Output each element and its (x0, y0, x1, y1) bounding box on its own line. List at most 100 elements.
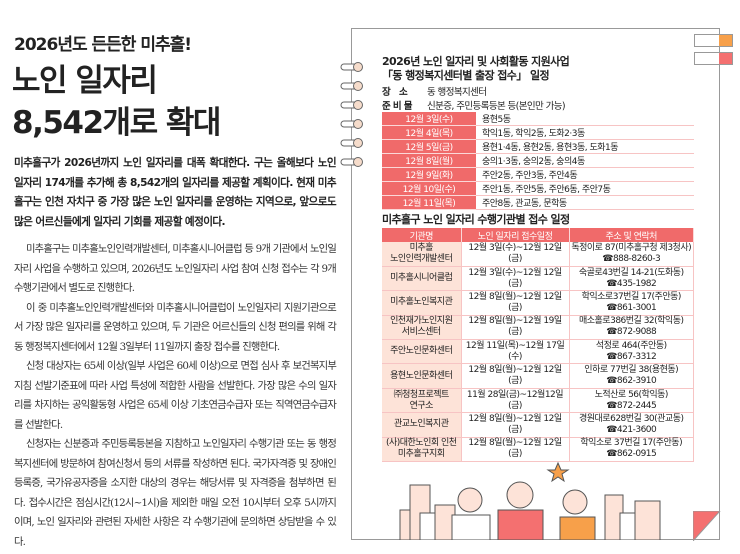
agency-address: 석정로 464(주안동) (595, 340, 667, 351)
agency-phone: ☎421-3600 (606, 424, 657, 435)
agency-name: 인천재가노인지원 서비스센터 (382, 315, 462, 341)
panel-title-line1: 2026년 노인 일자리 및 사회활동 지원사업 (382, 55, 570, 68)
schedule-date: 12월 11일(목) (382, 195, 476, 210)
agency-name-line1: 미추홀노인복지관 (390, 297, 453, 308)
agency-name-line1: 미추홀 (409, 242, 434, 253)
schedule-date: 12월 5일(금) (382, 139, 476, 154)
headline: 노인 일자리 8,542개로 확대 (12, 60, 221, 144)
schedule-row: 12월 9일(화) 주안2동, 주안3동, 주안4동 (382, 167, 694, 182)
agency-name: 관교노인복지관 (382, 412, 462, 438)
dong-schedule-table: 12월 3일(수) 용현5동 12월 4일(목) 학익1동, 학익2동, 도화2·3동… (382, 112, 694, 210)
agency-row: 미추홀시니어클럽 12월 3일(수)~12월 12일(금) 숙골로43번길 14-2… (382, 266, 694, 292)
headline-line1: 노인 일자리 (12, 63, 158, 99)
schedule-row: 12월 11일(목) 주안8동, 관교동, 문학동 (382, 195, 694, 210)
agency-contact: 숙골로43번길 14-21(도화동) ☎435-1982 (569, 266, 694, 292)
agency-name-line1: 용현노인문화센터 (390, 370, 453, 381)
binder-ring-icon (340, 76, 364, 91)
agency-phone: ☎867-3312 (606, 351, 657, 362)
agency-row: 관교노인복지관 12월 8일(월)~12월 12일(금) 경원대로628번길 30(… (382, 412, 694, 438)
agency-row: 인천재가노인지원 서비스센터 12월 8일(월)~12월 19일(금) 매소홀로386… (382, 315, 694, 341)
agency-phone: ☎872-2445 (606, 400, 657, 411)
place-value: 동 행정복지센터 (427, 87, 487, 98)
agency-address: 매소홀로386번길 32(학익동) (578, 316, 684, 327)
agency-contact: 학익소로 37번길 17(주안동) ☎862-0915 (569, 437, 694, 463)
agency-name-line1: 주안노인문화센터 (390, 346, 453, 357)
schedule-dongs: 학익1동, 학익2동, 도화2·3동 (476, 125, 694, 140)
body-paragraph: 신청자는 신분증과 주민등록등본을 지참하고 노인일자리 수행기관 또는 동 행… (14, 438, 337, 548)
agency-table-title: 미추홀구 노인 일자리 수행기관별 접수 일정 (382, 213, 570, 226)
agency-address: 인하로 77번길 38(용현동) (584, 365, 679, 376)
seniors-illustration (399, 461, 661, 540)
schedule-row: 12월 8일(월) 숭의1·3동, 숭의2동, 숭의4동 (382, 153, 694, 168)
agency-address: 경원대로628번길 30(관교동) (578, 413, 684, 424)
prep-label: 준 비 물 (382, 101, 412, 112)
agency-period: 12월 8일(월)~12월 12일(금) (461, 412, 570, 438)
body-paragraph: 미추홀구는 미추홀노인인력개발센터, 미추홀시니어클럽 등 9개 기관에서 노인… (14, 243, 337, 294)
schedule-date: 12월 8일(월) (382, 153, 476, 168)
agency-period: 12월 3일(수)~12월 12일(금) (461, 266, 570, 292)
agency-row: 용현노인문화센터 12월 8일(월)~12월 12일(금) 인하로 77번길 38(… (382, 363, 694, 389)
kicker: 2026년도 든든한 미추홀! (14, 35, 192, 55)
agency-table: 기관명 노인 일자리 접수일정 주소 및 연락처 미추홀 노인인력개발센터 12월 … (382, 228, 694, 463)
agency-phone: ☎888-8260-3 (602, 253, 661, 264)
agency-name: 미추홀노인복지관 (382, 290, 462, 316)
agency-period: 12월 8일(월)~12월 19일(금) (461, 315, 570, 341)
agency-name-line1: 인천재가노인지원 (390, 316, 453, 327)
agency-name-line1: ㈜청청프로젝트 (393, 389, 450, 400)
agency-period: 12월 8일(월)~12월 12일(금) (461, 363, 570, 389)
lead-paragraph: 미추홀구가 2026년까지 노인 일자리를 대폭 확대한다. 구는 올해보다 노… (14, 157, 337, 228)
body-paragraph: 신청 대상자는 65세 이상(일부 사업은 60세 이상)으로 면접 심사 후 … (14, 360, 337, 431)
agency-row: 미추홀노인복지관 12월 8일(월)~12월 12일(금) 학익소로37번길 17(… (382, 290, 694, 316)
agency-row: (사)대한노인회 인천 미추홀구지회 12월 8일(월)~12월 12일(금) 학익소… (382, 437, 694, 463)
agency-name: 미추홀 노인인력개발센터 (382, 242, 462, 267)
agency-row: 주안노인문화센터 12월 11일(목)~12월 17일(수) 석정로 464(주안동… (382, 339, 694, 365)
prep-value: 신분증, 주민등록등본 등(본인만 가능) (427, 101, 566, 112)
agency-name: (사)대한노인회 인천 미추홀구지회 (382, 437, 462, 463)
agency-name-line1: 관교노인복지관 (394, 419, 449, 430)
schedule-row: 12월 5일(금) 용현1·4동, 용현2동, 용현3동, 도화1동 (382, 139, 694, 154)
schedule-row: 12월 10일(수) 주안1동, 주안5동, 주안6동, 주안7동 (382, 181, 694, 196)
agency-phone: ☎861-3001 (606, 302, 657, 313)
agency-name-line1: (사)대한노인회 인천 (385, 438, 457, 449)
schedule-row: 12월 4일(목) 학익1동, 학익2동, 도화2·3동 (382, 125, 694, 140)
agency-contact: 노적산로 56(학익동) ☎872-2445 (569, 388, 694, 414)
schedule-date: 12월 9일(화) (382, 167, 476, 182)
schedule-dongs: 용현5동 (476, 112, 694, 126)
binder-ring-icon (340, 133, 364, 148)
agency-name: 미추홀시니어클럽 (382, 266, 462, 292)
binder-ring-icon (340, 114, 364, 129)
agency-contact: 경원대로628번길 30(관교동) ☎421-3600 (569, 412, 694, 438)
col-header-contact: 주소 및 연락처 (569, 228, 694, 242)
binder-ring-icon (340, 57, 364, 72)
panel-title: 2026년 노인 일자리 및 사회활동 지원사업 「동 행정복지센터별 출장 접… (382, 55, 570, 83)
agency-address: 학익소로37번길 17(주안동) (581, 291, 682, 302)
body-paragraph: 이 중 미추홀노인인력개발센터와 미추홀시니어클럽이 노인일자리 지원기관으로서… (14, 301, 337, 353)
agency-address: 노적산로 56(학익동) (594, 389, 669, 400)
agency-name-line2: 미추홀구지회 (397, 449, 445, 460)
schedule-row: 12월 3일(수) 용현5동 (382, 112, 694, 126)
agency-period: 11월 28일(금)~12월12일(금) (461, 388, 570, 414)
agency-name: 주안노인문화센터 (382, 339, 462, 365)
place-info: 장 소 동 행정복지센터 (382, 84, 487, 98)
agency-address: 숙골로43번길 14-21(도화동) (578, 267, 684, 278)
agency-period: 12월 8일(월)~12월 12일(금) (461, 437, 570, 463)
schedule-dongs: 주안8동, 관교동, 문학동 (476, 195, 694, 210)
notebook-tab-red (694, 52, 733, 65)
agency-phone: ☎862-3910 (606, 376, 657, 387)
place-label: 장 소 (382, 87, 408, 98)
agency-period: 12월 3일(수)~12월 12일(금) (461, 242, 570, 267)
agency-name-line1: 미추홀시니어클럽 (390, 273, 453, 284)
schedule-date: 12월 3일(수) (382, 112, 476, 126)
agency-address: 독정이로 87(미추홀구청 제3청사) (571, 242, 692, 253)
agency-name: ㈜청청프로젝트 연구소 (382, 388, 462, 414)
article-body: 미추홀구는 미추홀노인인력개발센터, 미추홀시니어클럽 등 9개 기관에서 노인… (14, 240, 337, 552)
notebook-tab-orange (694, 34, 733, 47)
agency-phone: ☎872-9088 (606, 327, 657, 338)
agency-contact: 석정로 464(주안동) ☎867-3312 (569, 339, 694, 365)
agency-name-line2: 서비스센터 (401, 327, 441, 338)
agency-period: 12월 8일(월)~12월 12일(금) (461, 290, 570, 316)
agency-address: 학익소로 37번길 17(주안동) (580, 438, 683, 449)
schedule-dongs: 주안1동, 주안5동, 주안6동, 주안7동 (476, 181, 694, 196)
agency-row: 미추홀 노인인력개발센터 12월 3일(수)~12월 12일(금) 독정이로 87(미… (382, 242, 694, 267)
agency-row: ㈜청청프로젝트 연구소 11월 28일(금)~12월12일(금) 노적산로 56(학익… (382, 388, 694, 414)
